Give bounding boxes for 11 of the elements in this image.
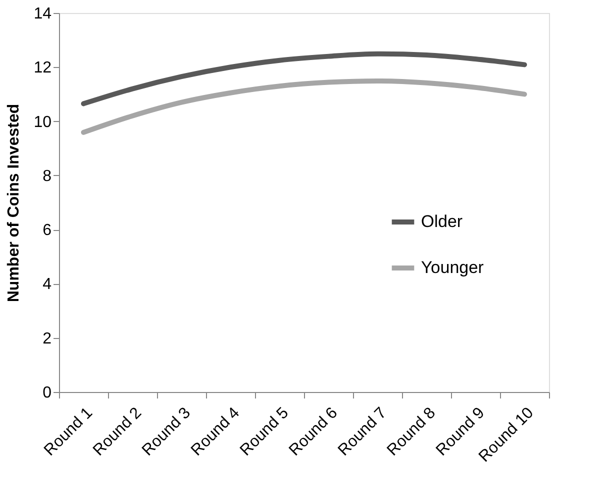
y-tick-label: 14 [34,6,52,22]
y-tick-label: 12 [34,60,52,77]
y-axis-title: Number of Coins Invested [6,104,23,302]
y-tick-label: 8 [42,168,52,185]
y-tick-label: 0 [42,384,52,402]
y-tick-label: 2 [42,330,52,348]
y-tick-label: 4 [42,276,52,294]
y-tick-label: 6 [42,222,52,240]
legend-label: Older [421,212,463,231]
y-tick-label: 10 [34,114,52,131]
legend-label: Younger [421,258,484,277]
